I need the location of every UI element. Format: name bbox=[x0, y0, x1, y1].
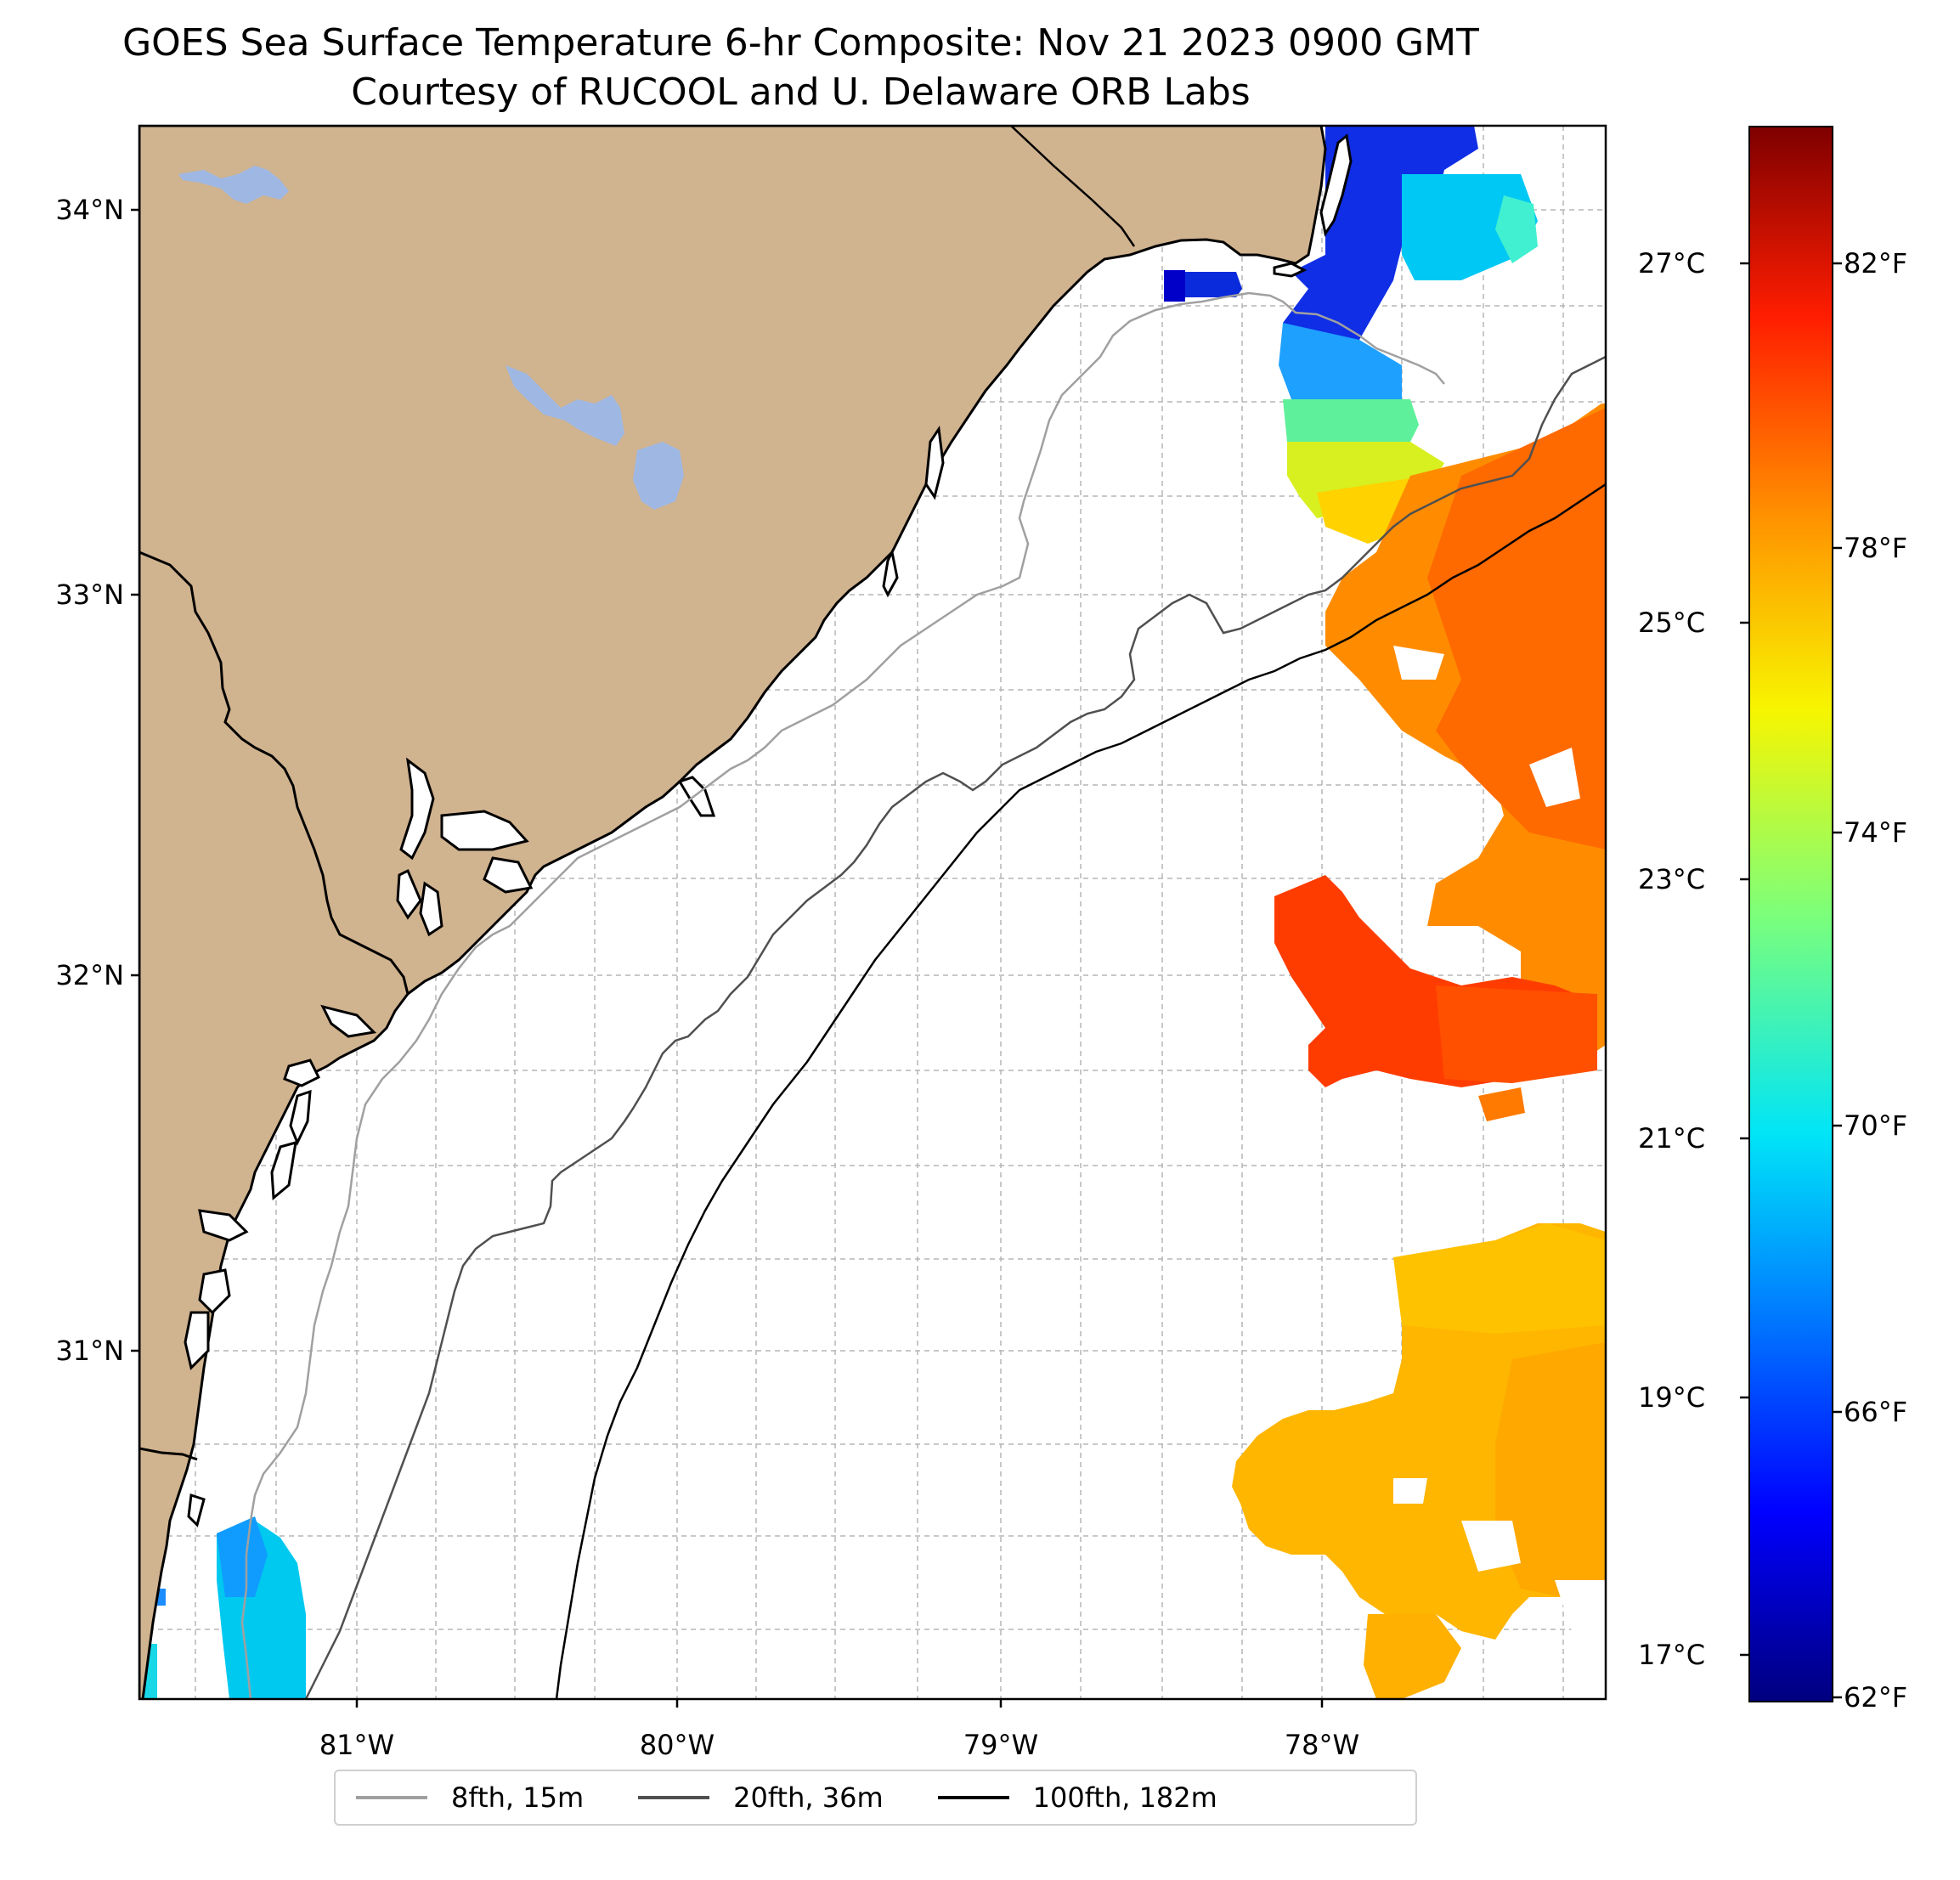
contour-100fth bbox=[555, 483, 1606, 1699]
lake-marion bbox=[506, 365, 624, 446]
legend-swatch-20fth bbox=[638, 1796, 710, 1799]
state-border-ga-fl bbox=[139, 1447, 198, 1461]
legend-label-8fth: 8fth, 15m bbox=[451, 1781, 585, 1814]
sst-colorbar bbox=[1748, 126, 1833, 1702]
colorbar-label-70f: 70°F bbox=[1844, 1109, 1908, 1142]
legend-label-100fth: 100fth, 182m bbox=[1032, 1781, 1217, 1814]
contour-20fth bbox=[304, 355, 1606, 1699]
colorbar-label-25c: 25°C bbox=[1638, 607, 1706, 639]
lat-label-33n: 33°N bbox=[55, 579, 124, 611]
legend-item-8fth: 8fth, 15m bbox=[356, 1781, 584, 1814]
state-border-nc-sc bbox=[1010, 126, 1136, 247]
state-border bbox=[139, 550, 410, 995]
sst-patch-green bbox=[1283, 399, 1419, 442]
legend-swatch-8fth bbox=[356, 1796, 427, 1799]
lon-label-79w: 79°W bbox=[963, 1729, 1039, 1761]
colorbar-label-27c: 27°C bbox=[1638, 247, 1706, 279]
colorbar-label-21c: 21°C bbox=[1638, 1122, 1706, 1155]
colorbar-label-82f: 82°F bbox=[1844, 247, 1908, 279]
lat-label-34n: 34°N bbox=[55, 194, 124, 226]
colorbar-label-23c: 23°C bbox=[1638, 863, 1706, 895]
lon-label-78w: 78°W bbox=[1284, 1729, 1360, 1761]
lake-moultrie bbox=[633, 442, 684, 510]
chart-subtitle: Courtesy of RUCOOL and U. Delaware ORB L… bbox=[351, 71, 1251, 114]
lake-hartwell bbox=[178, 166, 289, 204]
colorbar-label-19c: 19°C bbox=[1638, 1381, 1706, 1414]
legend-swatch-100fth bbox=[937, 1796, 1009, 1799]
chart-title: GOES Sea Surface Temperature 6-hr Compos… bbox=[122, 21, 1479, 65]
axis-ticks bbox=[131, 208, 1842, 1708]
legend-label-20fth: 20fth, 36m bbox=[733, 1781, 884, 1814]
legend-item-100fth: 100fth, 182m bbox=[937, 1781, 1217, 1814]
contour-8fth bbox=[240, 291, 1445, 1699]
lon-label-81w: 81°W bbox=[319, 1729, 395, 1761]
colorbar-label-74f: 74°F bbox=[1844, 816, 1908, 849]
colorbar-label-17c: 17°C bbox=[1638, 1639, 1706, 1671]
land-mass bbox=[139, 126, 1327, 1699]
lon-label-80w: 80°W bbox=[639, 1729, 715, 1761]
lat-label-31n: 31°N bbox=[55, 1335, 124, 1367]
colorbar-label-62f: 62°F bbox=[1844, 1681, 1908, 1713]
legend-item-20fth: 20fth, 36m bbox=[638, 1781, 884, 1814]
sst-patch-cyan bbox=[1279, 323, 1402, 399]
map-frame bbox=[138, 124, 1607, 1701]
lat-label-32n: 32°N bbox=[55, 959, 124, 991]
sst-patches bbox=[139, 126, 1606, 1699]
colorbar-label-66f: 66°F bbox=[1844, 1396, 1908, 1428]
contour-legend: 8fth, 15m 20fth, 36m 100fth, 182m bbox=[334, 1770, 1417, 1826]
colorbar-label-78f: 78°F bbox=[1844, 532, 1908, 564]
